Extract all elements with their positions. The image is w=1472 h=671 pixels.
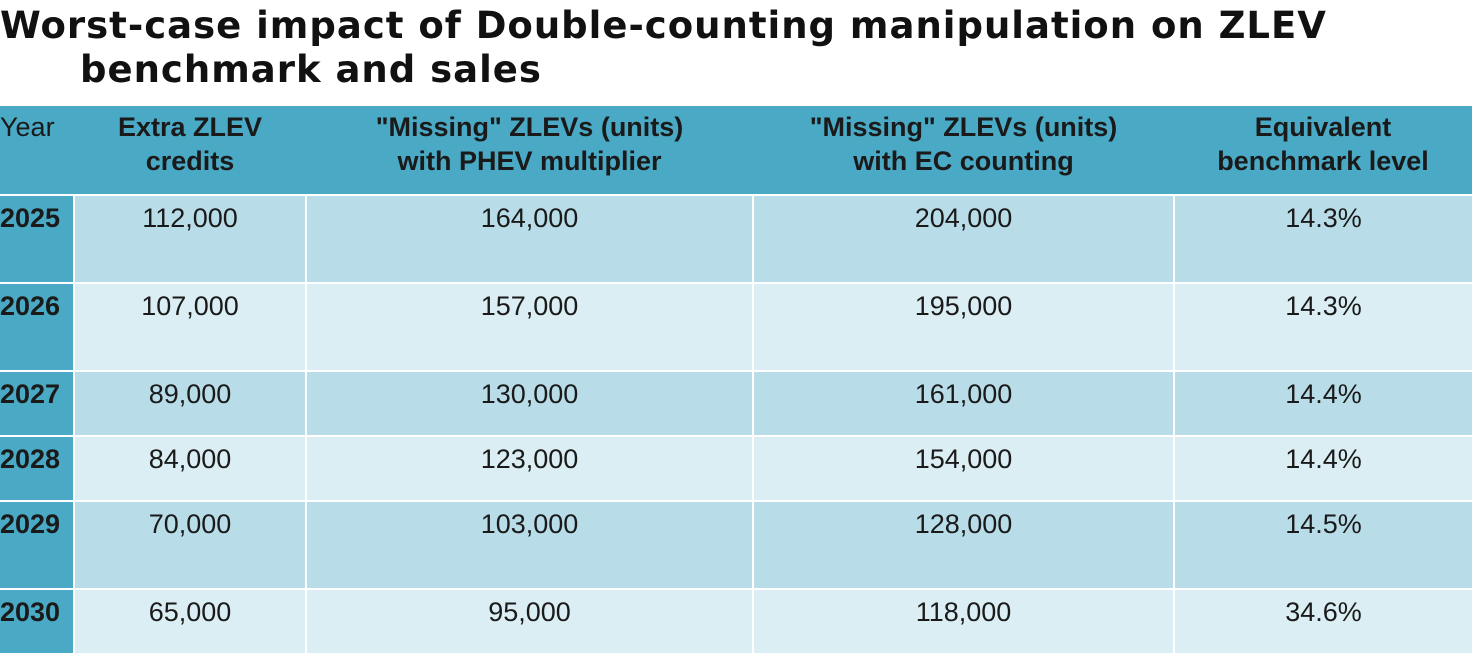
cell-missing-phev: 95,000: [306, 589, 754, 655]
cell-benchmark: 14.5%: [1174, 501, 1472, 590]
header-missing-ec-line-1: "Missing" ZLEVs (units): [809, 112, 1118, 142]
header-year-text: Year: [0, 112, 55, 142]
cell-year: 2030: [0, 589, 75, 655]
cell-missing-ec: 128,000: [753, 501, 1175, 590]
impact-table-container: Year Extra ZLEV credits "Missing" ZLEVs …: [0, 106, 1472, 655]
cell-missing-phev: 164,000: [306, 195, 754, 284]
cell-benchmark: 14.3%: [1174, 283, 1472, 372]
cell-year: 2027: [0, 371, 75, 437]
cell-missing-ec: 204,000: [753, 195, 1175, 284]
cell-benchmark: 14.3%: [1174, 195, 1472, 284]
cell-missing-ec: 161,000: [753, 371, 1175, 437]
cell-year: 2028: [0, 436, 75, 502]
impact-table: Year Extra ZLEV credits "Missing" ZLEVs …: [0, 106, 1472, 655]
cell-year: 2029: [0, 501, 75, 590]
table-row: 2030 65,000 95,000 118,000 34.6%: [0, 589, 1472, 655]
header-missing-phev-line-1: "Missing" ZLEVs (units): [375, 112, 684, 142]
table-row: 2026 107,000 157,000 195,000 14.3%: [0, 283, 1472, 372]
title-line-1: Worst-case impact of Double-counting man…: [0, 4, 1327, 47]
table-row: 2027 89,000 130,000 161,000 14.4%: [0, 371, 1472, 437]
header-benchmark-line-2: benchmark level: [1217, 146, 1429, 176]
cell-extra-credits: 112,000: [74, 195, 307, 284]
header-extra-credits-line-1: Extra ZLEV: [117, 112, 263, 142]
cell-missing-phev: 157,000: [306, 283, 754, 372]
cell-benchmark: 34.6%: [1174, 589, 1472, 655]
cell-year: 2025: [0, 195, 75, 284]
cell-year: 2026: [0, 283, 75, 372]
header-missing-ec-line-2: with EC counting: [853, 146, 1074, 176]
header-missing-phev: "Missing" ZLEVs (units) with PHEV multip…: [306, 106, 753, 196]
table-header-row: Year Extra ZLEV credits "Missing" ZLEVs …: [0, 106, 1472, 196]
header-extra-credits-line-2: credits: [145, 146, 235, 176]
header-missing-ec: "Missing" ZLEVs (units) with EC counting: [753, 106, 1174, 196]
cell-missing-ec: 195,000: [753, 283, 1175, 372]
cell-missing-phev: 103,000: [306, 501, 754, 590]
cell-missing-phev: 123,000: [306, 436, 754, 502]
cell-extra-credits: 70,000: [74, 501, 307, 590]
cell-missing-ec: 154,000: [753, 436, 1175, 502]
cell-benchmark: 14.4%: [1174, 436, 1472, 502]
cell-extra-credits: 107,000: [74, 283, 307, 372]
table-row: 2028 84,000 123,000 154,000 14.4%: [0, 436, 1472, 502]
table-row: 2025 112,000 164,000 204,000 14.3%: [0, 195, 1472, 284]
cell-missing-phev: 130,000: [306, 371, 754, 437]
header-year: Year: [0, 106, 74, 196]
header-benchmark: Equivalent benchmark level: [1174, 106, 1472, 196]
cell-extra-credits: 65,000: [74, 589, 307, 655]
title-line-2: benchmark and sales: [80, 48, 542, 91]
cell-extra-credits: 89,000: [74, 371, 307, 437]
header-missing-phev-line-2: with PHEV multiplier: [397, 146, 662, 176]
cell-benchmark: 14.4%: [1174, 371, 1472, 437]
cell-missing-ec: 118,000: [753, 589, 1175, 655]
page-title: Worst-case impact of Double-counting man…: [0, 4, 1472, 92]
header-extra-credits: Extra ZLEV credits: [74, 106, 306, 196]
header-benchmark-line-1: Equivalent: [1254, 112, 1392, 142]
table-row: 2029 70,000 103,000 128,000 14.5%: [0, 501, 1472, 590]
cell-extra-credits: 84,000: [74, 436, 307, 502]
